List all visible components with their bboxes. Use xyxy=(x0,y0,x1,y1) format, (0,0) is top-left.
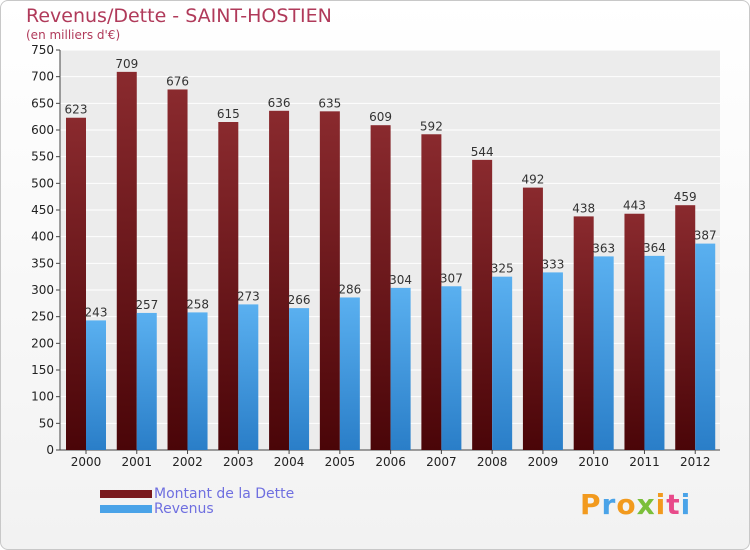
y-tick-label: 300 xyxy=(31,283,54,297)
data-label-revenus: 304 xyxy=(389,273,412,287)
legend-label-revenus: Revenus xyxy=(154,501,214,517)
x-tick-label: 2012 xyxy=(680,455,711,469)
x-tick-label: 2000 xyxy=(71,455,102,469)
proxiti-logo: Proxiti xyxy=(580,488,691,521)
bar-dette xyxy=(472,159,493,450)
data-label-dette: 676 xyxy=(166,74,189,88)
bar-revenus xyxy=(238,304,259,450)
y-tick-label: 700 xyxy=(31,70,54,84)
y-tick-label: 100 xyxy=(31,390,54,404)
data-label-revenus: 257 xyxy=(135,298,158,312)
y-tick-label: 200 xyxy=(31,336,54,350)
data-label-dette: 709 xyxy=(115,57,138,71)
chart-title: Revenus/Dette - SAINT-HOSTIEN xyxy=(26,5,332,27)
bar-revenus xyxy=(187,312,208,450)
bar-dette xyxy=(624,213,645,450)
data-label-dette: 492 xyxy=(521,173,544,187)
logo-letter: P xyxy=(580,488,602,521)
data-label-dette: 623 xyxy=(65,103,88,117)
bar-dette xyxy=(370,125,391,450)
x-tick-label: 2009 xyxy=(528,455,559,469)
bar-revenus xyxy=(441,286,462,450)
bar-dette xyxy=(218,122,239,450)
x-tick-label: 2005 xyxy=(325,455,356,469)
bar-revenus xyxy=(136,312,157,450)
x-tick-label: 2008 xyxy=(477,455,508,469)
data-label-revenus: 363 xyxy=(592,241,615,255)
data-label-dette: 609 xyxy=(369,110,392,124)
x-tick-label: 2001 xyxy=(121,455,152,469)
bar-dette xyxy=(573,216,594,450)
data-label-revenus: 387 xyxy=(694,229,717,243)
data-label-revenus: 243 xyxy=(85,305,108,319)
bar-revenus xyxy=(289,308,310,450)
bar-revenus xyxy=(542,272,563,450)
data-label-revenus: 273 xyxy=(237,289,260,303)
x-tick-label: 2007 xyxy=(426,455,457,469)
data-label-dette: 459 xyxy=(674,190,697,204)
logo-letter: o xyxy=(616,488,637,521)
logo-letter: i xyxy=(655,488,667,521)
bar-dette xyxy=(66,117,86,450)
bar-revenus xyxy=(695,243,716,450)
bar-dette xyxy=(116,71,137,450)
data-label-dette: 592 xyxy=(420,119,443,133)
data-label-revenus: 307 xyxy=(440,271,463,285)
x-tick-label: 2003 xyxy=(223,455,254,469)
x-tick-label: 2006 xyxy=(375,455,406,469)
legend-swatch-dette xyxy=(100,490,152,498)
data-label-revenus: 325 xyxy=(491,262,514,276)
y-tick-label: 750 xyxy=(31,43,54,57)
data-label-dette: 438 xyxy=(572,201,595,215)
data-label-dette: 615 xyxy=(217,107,240,121)
data-label-dette: 544 xyxy=(471,145,494,159)
chart-subtitle: (en milliers d'€) xyxy=(26,28,121,42)
bar-dette xyxy=(167,89,188,450)
bar-dette xyxy=(269,110,290,451)
data-label-dette: 636 xyxy=(268,96,291,110)
logo-letter: i xyxy=(680,488,692,521)
logo-letter: t xyxy=(666,488,681,521)
bar-revenus xyxy=(492,276,513,450)
bar-revenus xyxy=(86,320,106,450)
legend-label-dette: Montant de la Dette xyxy=(154,486,295,502)
x-tick-label: 2011 xyxy=(629,455,660,469)
data-label-revenus: 364 xyxy=(643,241,666,255)
data-label-revenus: 258 xyxy=(186,297,209,311)
y-tick-label: 550 xyxy=(31,150,54,164)
bar-dette xyxy=(319,111,340,450)
data-label-revenus: 333 xyxy=(541,257,564,271)
legend-item-dette: Montant de la Dette xyxy=(100,486,294,502)
y-tick-label: 400 xyxy=(31,230,54,244)
y-tick-label: 250 xyxy=(31,310,54,324)
bar-revenus xyxy=(390,287,411,450)
bar-revenus xyxy=(644,255,665,450)
bar-dette xyxy=(421,134,442,450)
y-tick-label: 0 xyxy=(46,443,54,457)
data-label-dette: 635 xyxy=(318,96,341,110)
bar-dette xyxy=(675,205,696,450)
y-tick-label: 650 xyxy=(31,96,54,110)
y-tick-label: 350 xyxy=(31,256,54,270)
bar-revenus xyxy=(593,256,614,450)
data-label-revenus: 266 xyxy=(288,293,311,307)
logo-letter: x xyxy=(636,488,656,521)
y-tick-label: 500 xyxy=(31,176,54,190)
legend-item-revenus: Revenus xyxy=(100,501,214,517)
data-label-revenus: 286 xyxy=(338,282,361,296)
y-tick-label: 450 xyxy=(31,203,54,217)
y-tick-label: 150 xyxy=(31,363,54,377)
y-tick-label: 50 xyxy=(39,416,54,430)
x-tick-label: 2010 xyxy=(578,455,609,469)
logo-letter: r xyxy=(601,488,617,521)
y-tick-label: 600 xyxy=(31,123,54,137)
bar-dette xyxy=(522,187,543,450)
legend-swatch-revenus xyxy=(100,505,152,513)
x-tick-label: 2004 xyxy=(274,455,305,469)
data-label-dette: 443 xyxy=(623,199,646,213)
bar-revenus xyxy=(339,297,360,450)
x-tick-label: 2002 xyxy=(172,455,203,469)
